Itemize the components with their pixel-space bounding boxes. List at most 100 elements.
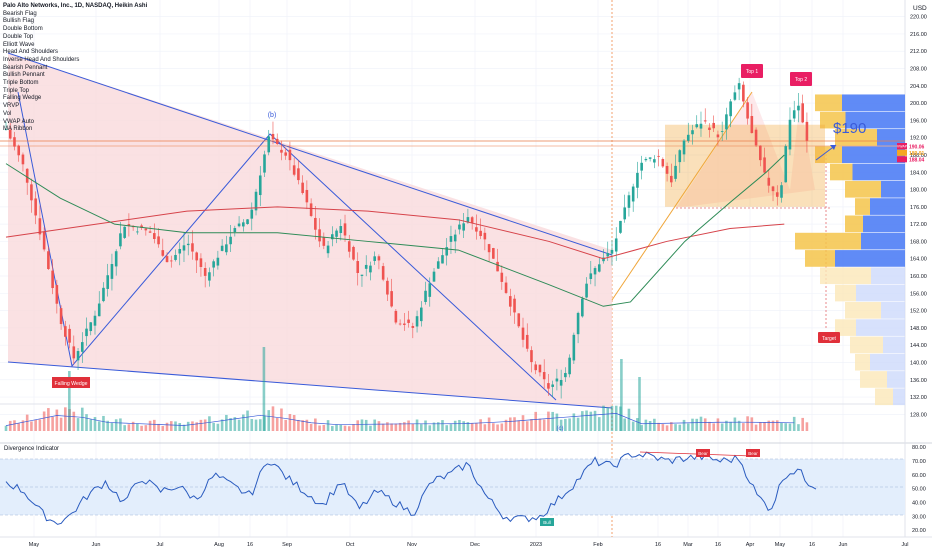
candle-body: [411, 326, 415, 328]
candle-body: [581, 298, 584, 317]
volume-bar: [4, 425, 8, 431]
volume-bar: [80, 407, 84, 431]
volume-bar: [475, 423, 478, 431]
candle-body: [305, 189, 309, 203]
candle-body: [203, 268, 207, 276]
volume-bar: [275, 417, 279, 431]
volume-bar: [25, 414, 29, 431]
candle-body: [665, 166, 669, 174]
legend-item[interactable]: Bullish Pennant: [3, 72, 45, 79]
legend-item[interactable]: VRVP: [3, 103, 20, 110]
vp-row-sell: [815, 94, 842, 112]
candle-body: [631, 186, 635, 202]
candle-body: [237, 223, 241, 227]
volume-bar: [242, 414, 245, 431]
price-tick-label: 200.00: [910, 101, 927, 107]
volume-bars: [4, 347, 809, 431]
volume-bar: [280, 408, 283, 431]
volume-bar: [178, 422, 182, 431]
candle-body: [453, 234, 457, 242]
candle-body: [186, 243, 190, 246]
volume-bar: [30, 421, 33, 431]
legend-item[interactable]: Inverse Head And Shoulders: [3, 56, 80, 63]
volume-bar: [496, 424, 499, 431]
candle-body: [695, 124, 699, 128]
volume-bar: [742, 423, 745, 431]
vp-row-sell: [855, 353, 870, 371]
candle-body: [708, 127, 711, 130]
legend-item[interactable]: Vol: [3, 110, 12, 117]
vp-row-buy: [863, 215, 905, 233]
legend-item[interactable]: Elliott Wave: [3, 41, 35, 48]
candle-body: [593, 268, 597, 275]
volume-bar: [470, 423, 474, 431]
vp-row-sell: [875, 388, 893, 406]
wedge-lower-line: [7, 361, 613, 409]
volume-bar: [716, 418, 720, 431]
price-tick-label: 164.00: [910, 257, 927, 263]
candle-body: [458, 224, 461, 230]
volume-bar: [725, 420, 728, 431]
volume-bar: [542, 419, 546, 431]
volume-bar: [436, 422, 440, 431]
volume-bar: [453, 420, 457, 431]
vwap-tag: VWAP: [897, 143, 908, 149]
volume-bar: [504, 419, 508, 431]
legend-item[interactable]: Triple Top: [3, 87, 30, 94]
time-tick-label: 16: [247, 542, 253, 548]
price-axis[interactable]: 220.00 216.00 212.00 208.00 204.00 200.00 196.…: [910, 15, 927, 419]
vp-row-buy: [887, 371, 905, 388]
volume-bar: [788, 423, 792, 431]
candle-body: [792, 110, 796, 119]
volume-bar: [203, 419, 207, 431]
candle-body: [538, 364, 542, 373]
candle-body: [627, 195, 631, 208]
oscillator-title[interactable]: Divergence Indicator: [4, 446, 60, 452]
candle-body: [169, 260, 173, 262]
time-axis[interactable]: May Jun Jul Aug 16 Sep Oct Nov Dec 2023 Feb 16 Mar 16…: [29, 542, 909, 548]
legend-item[interactable]: MA Ribbon: [3, 126, 33, 133]
legend-item[interactable]: Double Bottom: [3, 26, 43, 33]
candle-body: [17, 145, 21, 156]
candle-body: [686, 134, 690, 141]
legend-item[interactable]: Bearish Pennant: [3, 64, 48, 71]
legend-item[interactable]: Bullish Flag: [3, 18, 35, 25]
volume-bar: [636, 418, 639, 431]
candle-body: [309, 203, 313, 216]
candle-body: [123, 226, 126, 238]
volume-bar: [258, 419, 262, 431]
volume-bar: [262, 347, 266, 431]
legend-item[interactable]: VWAP Auto: [3, 118, 35, 125]
candle-body: [432, 271, 436, 282]
volume-bar: [165, 422, 169, 431]
legend-item[interactable]: Double Top: [3, 33, 34, 40]
candle-body: [377, 256, 381, 261]
volume-bar: [110, 422, 114, 431]
osc-tick-label: 40.00: [912, 500, 926, 506]
legend-item[interactable]: Falling Wedge: [3, 95, 42, 102]
legend-item[interactable]: Triple Bottom: [3, 80, 39, 87]
candle-body: [703, 120, 707, 122]
legend-item[interactable]: Bearish Flag: [3, 10, 37, 17]
volume-bar: [767, 420, 771, 431]
candle-body: [525, 334, 529, 349]
candle-body: [127, 224, 131, 226]
oscillator-axis[interactable]: 80.00 70.00 60.00 50.00 40.00 30.00 20.00: [912, 445, 926, 534]
time-tick-label: Oct: [346, 542, 355, 548]
symbol-title[interactable]: Palo Alto Networks, Inc., 1D, NASDAQ, He…: [3, 3, 148, 9]
volume-bar: [686, 423, 690, 431]
candle-body: [4, 129, 8, 130]
volume-bar: [186, 421, 190, 431]
volume-bar: [47, 408, 50, 431]
volume-bar: [250, 418, 254, 431]
vp-row-buy: [861, 232, 905, 250]
volume-bar: [483, 424, 487, 431]
vp-row-buy: [883, 336, 905, 354]
legend-item[interactable]: Head And Shoulders: [3, 49, 59, 56]
vp-row-sell: [830, 163, 853, 181]
volume-bar: [699, 416, 703, 431]
volume-bar: [267, 410, 271, 431]
candle-body: [8, 129, 12, 139]
candle-body: [720, 131, 724, 132]
